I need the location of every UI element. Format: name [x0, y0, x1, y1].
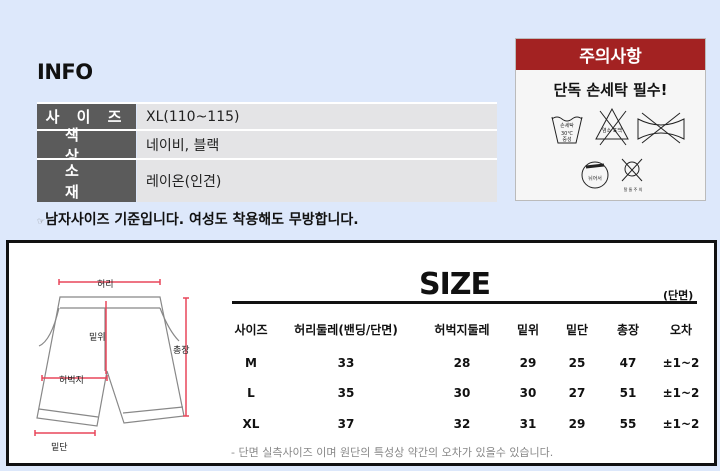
table-cell: 31	[519, 417, 537, 431]
info-title: INFO	[37, 60, 93, 84]
table-cell: M	[245, 356, 257, 370]
table-cell: ±1~2	[662, 386, 700, 400]
size-note: - 단면 실측사이즈 이며 원단의 특성상 약간의 오차가 있을수 있습니다.	[231, 446, 554, 459]
table-cell: 30	[519, 386, 537, 400]
table-header: 총장	[616, 323, 640, 337]
table-header: 밑단	[565, 323, 589, 337]
table-cell: 29	[568, 417, 586, 431]
table-cell: 30	[453, 386, 471, 400]
caution-box: 주의사항 단독 손세탁 필수! 손세탁 30℃ 중성 염소 표백 뉘어서 탈 둘 주…	[515, 38, 706, 201]
table-cell: 29	[519, 356, 537, 370]
table-cell: 27	[568, 386, 586, 400]
divider	[232, 301, 697, 304]
shorts-diagram	[34, 279, 189, 436]
info-value: XL(110~115)	[137, 104, 497, 129]
no-wring-icon	[637, 112, 685, 144]
table-cell: 55	[619, 417, 637, 431]
table-cell: ±1~2	[662, 356, 700, 370]
unit-label: (단면)	[663, 289, 694, 302]
measure-lines	[34, 279, 189, 436]
table-cell: 51	[619, 386, 637, 400]
caution-title: 주의사항	[516, 39, 705, 70]
no-bleach-text: 염소 표백	[602, 127, 622, 134]
table-header: 사이즈	[234, 323, 268, 337]
length-label: 총장	[173, 346, 190, 356]
table-cell: 47	[619, 356, 637, 370]
info-label: 소 재	[37, 160, 136, 202]
caution-subtitle: 단독 손세탁 필수!	[553, 81, 668, 99]
thigh-label: 허벅지	[59, 376, 84, 386]
table-header: 밑위	[516, 323, 540, 337]
dry-clean-icon: 뉘어서	[581, 161, 609, 189]
info-value: 네이비, 블랙	[137, 131, 497, 158]
table-cell: L	[247, 386, 255, 400]
table-cell: XL	[242, 417, 260, 431]
table-cell: ±1~2	[662, 417, 700, 431]
svg-text:중성: 중성	[562, 136, 571, 143]
hand-wash-30c-icon: 손세탁 30℃중성	[551, 116, 583, 144]
info-row-size: 사 이 즈 XL(110~115)	[37, 102, 497, 129]
hem-label: 밑단	[51, 443, 68, 453]
svg-text:30℃: 30℃	[561, 131, 573, 137]
table-header: 허리둘레(밴딩/단면)	[294, 323, 398, 337]
table-header: 오차	[669, 323, 693, 337]
info-note: ☞남자사이즈 기준입니다. 여성도 착용해도 무방합니다.	[37, 209, 359, 229]
no-tumble-dry-icon: 탈 둘 주 의	[621, 158, 643, 192]
care-icons: 손세탁 30℃중성 염소 표백 뉘어서 탈 둘 주 의	[551, 107, 685, 192]
info-note-text: 남자사이즈 기준입니다. 여성도 착용해도 무방합니다.	[45, 212, 359, 228]
svg-text:탈 둘 주 의: 탈 둘 주 의	[624, 186, 643, 192]
table-cell: 32	[453, 417, 471, 431]
size-title: SIZE	[419, 267, 491, 302]
svg-text:뉘어서: 뉘어서	[588, 175, 602, 182]
no-bleach-icon: 염소 표백	[595, 107, 629, 146]
table-cell: 37	[337, 417, 355, 431]
size-panel: 허리 밑위 총장 허벅지 밑단 SIZE (단면) 사이즈 허리둘레(밴딩/단면)…	[6, 240, 717, 466]
table-cell: 33	[337, 356, 355, 370]
svg-text:손세탁: 손세탁	[560, 122, 574, 129]
table-cell: 28	[453, 356, 471, 370]
info-value: 레이온(인견)	[137, 160, 497, 202]
table-cell: 25	[568, 356, 586, 370]
shorts-outline	[36, 296, 185, 427]
info-row-material: 소 재 레이온(인견)	[37, 158, 497, 202]
info-label: 색 상	[37, 126, 136, 165]
table-cell: 35	[337, 386, 355, 400]
info-row-color: 색 상 네이비, 블랙	[37, 126, 497, 165]
info-label: 사 이 즈	[37, 104, 136, 129]
waist-label: 허리	[97, 280, 114, 290]
rise-label: 밑위	[89, 333, 106, 343]
table-header: 허벅지둘레	[434, 323, 490, 337]
pointing-hand-icon: ☞	[37, 217, 46, 227]
